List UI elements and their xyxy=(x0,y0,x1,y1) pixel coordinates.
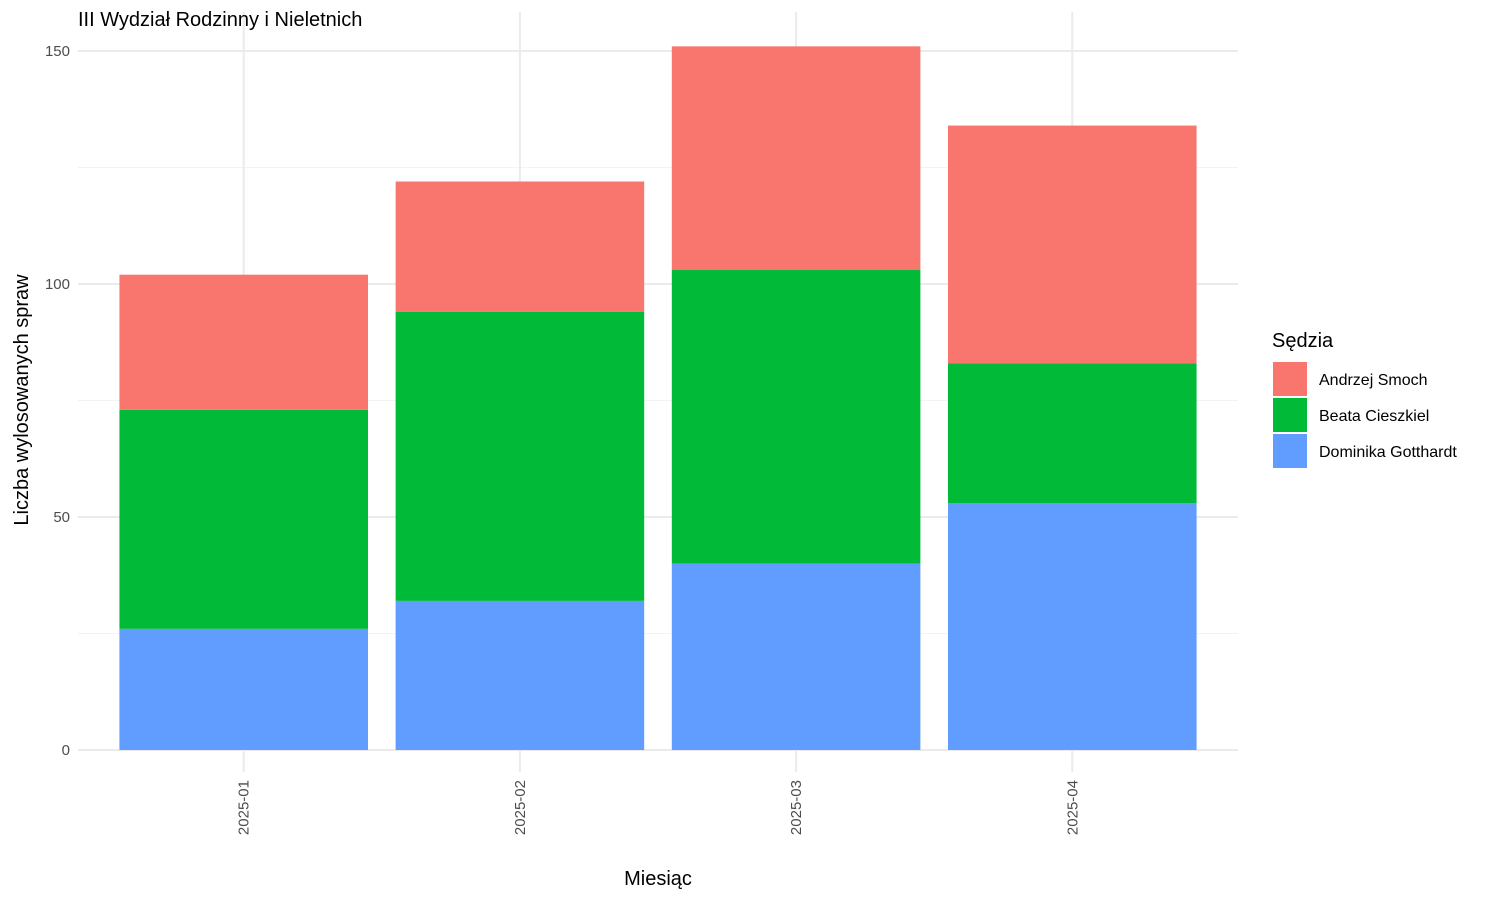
x-axis: 2025-01 2025-02 2025-03 2025-04 xyxy=(236,780,1082,835)
x-tick-label: 2025-04 xyxy=(1064,780,1081,835)
bar-segment xyxy=(119,274,368,410)
bar-segment xyxy=(119,628,368,750)
chart-title: III Wydział Rodzinny i Nieletnich xyxy=(78,9,362,31)
x-axis-title: Miesiąc xyxy=(624,868,692,890)
legend-key xyxy=(1273,362,1307,396)
legend-key xyxy=(1273,398,1307,432)
bar-segment xyxy=(671,270,921,564)
bars xyxy=(119,46,1197,750)
legend-key xyxy=(1273,434,1307,468)
y-tick-label: 150 xyxy=(45,43,70,60)
legend-title: Sędzia xyxy=(1272,330,1334,352)
legend-label: Andrzej Smoch xyxy=(1319,372,1428,389)
x-tick-label: 2025-03 xyxy=(788,780,805,835)
bar-segment xyxy=(948,363,1197,504)
legend-label: Dominika Gotthardt xyxy=(1319,444,1457,461)
bar-segment xyxy=(395,600,645,750)
bar-segment xyxy=(119,409,368,629)
legend: Sędzia Andrzej Smoch Beata Cieszkiel Domin… xyxy=(1272,330,1457,468)
x-tick-label: 2025-02 xyxy=(512,780,529,835)
bar-segment xyxy=(395,311,645,601)
bar-segment xyxy=(948,503,1197,750)
y-tick-label: 100 xyxy=(45,276,70,293)
bar-segment xyxy=(671,563,921,750)
bar-segment xyxy=(948,125,1197,364)
x-tick-label: 2025-01 xyxy=(236,780,253,835)
legend-label: Beata Cieszkiel xyxy=(1319,408,1429,425)
y-tick-label: 50 xyxy=(53,509,70,526)
y-tick-label: 0 xyxy=(62,742,70,759)
y-axis-title: Liczba wylosowanych spraw xyxy=(11,274,33,526)
bar-segment xyxy=(671,46,921,271)
y-axis: 0 50 100 150 xyxy=(45,43,70,759)
bar-segment xyxy=(395,181,645,312)
